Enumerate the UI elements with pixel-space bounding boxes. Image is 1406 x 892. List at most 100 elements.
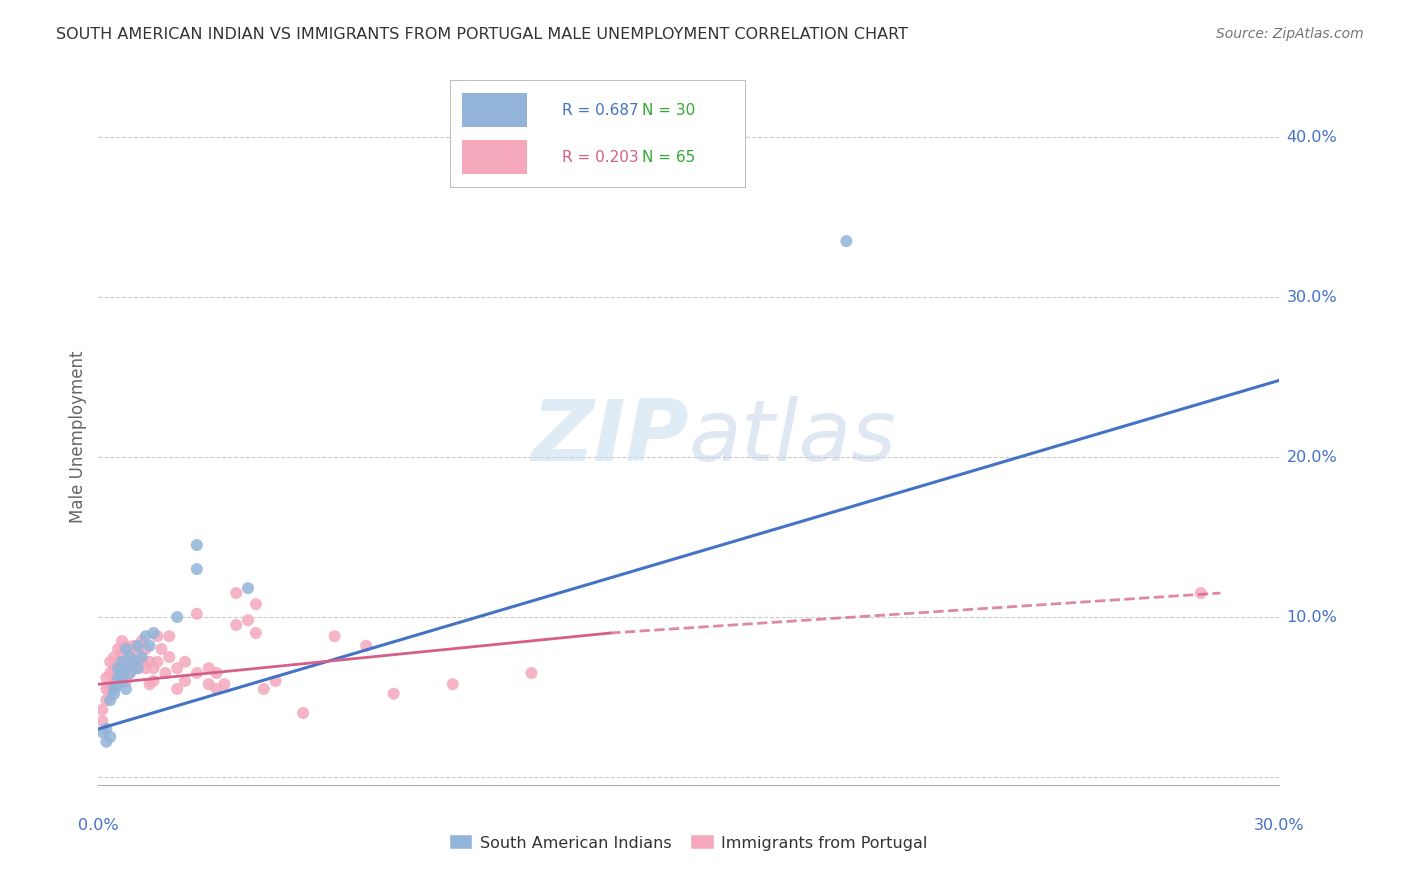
Point	[186, 562, 208, 576]
Point	[205, 681, 228, 696]
Text: ZIP: ZIP	[531, 395, 689, 479]
Text: atlas: atlas	[689, 395, 897, 479]
Point	[323, 629, 346, 643]
Text: 10.0%: 10.0%	[1286, 609, 1337, 624]
Point	[96, 693, 118, 707]
Point	[103, 681, 125, 696]
Point	[441, 677, 464, 691]
Point	[107, 655, 129, 669]
Text: N = 65: N = 65	[643, 150, 695, 165]
Point	[236, 581, 259, 595]
Point	[236, 613, 259, 627]
Point	[96, 722, 118, 736]
Point	[131, 650, 153, 665]
Point	[115, 661, 138, 675]
Text: R = 0.687: R = 0.687	[562, 103, 638, 118]
Point	[107, 671, 129, 685]
Point	[103, 650, 125, 665]
Point	[103, 677, 125, 691]
Point	[103, 687, 125, 701]
Bar	[461, 93, 527, 128]
Point	[122, 658, 145, 673]
Point	[107, 661, 129, 675]
Point	[118, 650, 141, 665]
Legend: South American Indians, Immigrants from Portugal: South American Indians, Immigrants from …	[444, 829, 934, 857]
Point	[107, 671, 129, 685]
Point	[174, 655, 197, 669]
Point	[115, 642, 138, 657]
Point	[91, 703, 114, 717]
Point	[142, 661, 165, 675]
Point	[245, 626, 267, 640]
Text: Source: ZipAtlas.com: Source: ZipAtlas.com	[1216, 27, 1364, 41]
Point	[115, 673, 138, 688]
Point	[98, 693, 121, 707]
Point	[96, 681, 118, 696]
Point	[520, 665, 543, 680]
Point	[135, 629, 157, 643]
Point	[131, 634, 153, 648]
Point	[111, 673, 134, 688]
Point	[225, 618, 247, 632]
Point	[111, 634, 134, 648]
Point	[127, 661, 149, 675]
Point	[835, 234, 858, 248]
Point	[127, 645, 149, 659]
Point	[138, 677, 160, 691]
Text: SOUTH AMERICAN INDIAN VS IMMIGRANTS FROM PORTUGAL MALE UNEMPLOYMENT CORRELATION : SOUTH AMERICAN INDIAN VS IMMIGRANTS FROM…	[56, 27, 908, 42]
Point	[174, 673, 197, 688]
Point	[382, 687, 405, 701]
Point	[146, 629, 169, 643]
Point	[118, 665, 141, 680]
Point	[157, 629, 180, 643]
Point	[111, 661, 134, 675]
Point	[157, 650, 180, 665]
Point	[135, 642, 157, 657]
Point	[186, 665, 208, 680]
Point	[118, 650, 141, 665]
Point	[111, 655, 134, 669]
Y-axis label: Male Unemployment: Male Unemployment	[69, 351, 87, 524]
Point	[103, 661, 125, 675]
Point	[292, 706, 315, 720]
Point	[166, 610, 188, 624]
Point	[155, 665, 177, 680]
Text: 20.0%: 20.0%	[1286, 450, 1337, 465]
Point	[96, 735, 118, 749]
Point	[186, 538, 208, 552]
Text: 40.0%: 40.0%	[1286, 129, 1337, 145]
Point	[127, 639, 149, 653]
Point	[138, 655, 160, 669]
Bar	[461, 140, 527, 175]
Point	[96, 671, 118, 685]
Point	[146, 655, 169, 669]
Point	[166, 661, 188, 675]
Point	[138, 639, 160, 653]
Point	[225, 586, 247, 600]
Point	[107, 677, 129, 691]
Point	[135, 661, 157, 675]
Point	[245, 597, 267, 611]
Point	[115, 655, 138, 669]
Point	[166, 681, 188, 696]
Point	[98, 665, 121, 680]
Point	[111, 645, 134, 659]
Point	[118, 665, 141, 680]
Point	[107, 642, 129, 657]
Point	[98, 681, 121, 696]
Point	[127, 661, 149, 675]
Point	[115, 639, 138, 653]
Point	[142, 626, 165, 640]
Point	[115, 681, 138, 696]
Text: R = 0.203: R = 0.203	[562, 150, 638, 165]
Point	[1189, 586, 1212, 600]
Text: 30.0%: 30.0%	[1286, 290, 1337, 305]
Text: 0.0%: 0.0%	[79, 818, 118, 832]
Point	[253, 681, 276, 696]
Point	[186, 607, 208, 621]
Point	[205, 665, 228, 680]
Point	[131, 655, 153, 669]
Point	[98, 655, 121, 669]
Point	[354, 639, 377, 653]
Text: 30.0%: 30.0%	[1254, 818, 1305, 832]
